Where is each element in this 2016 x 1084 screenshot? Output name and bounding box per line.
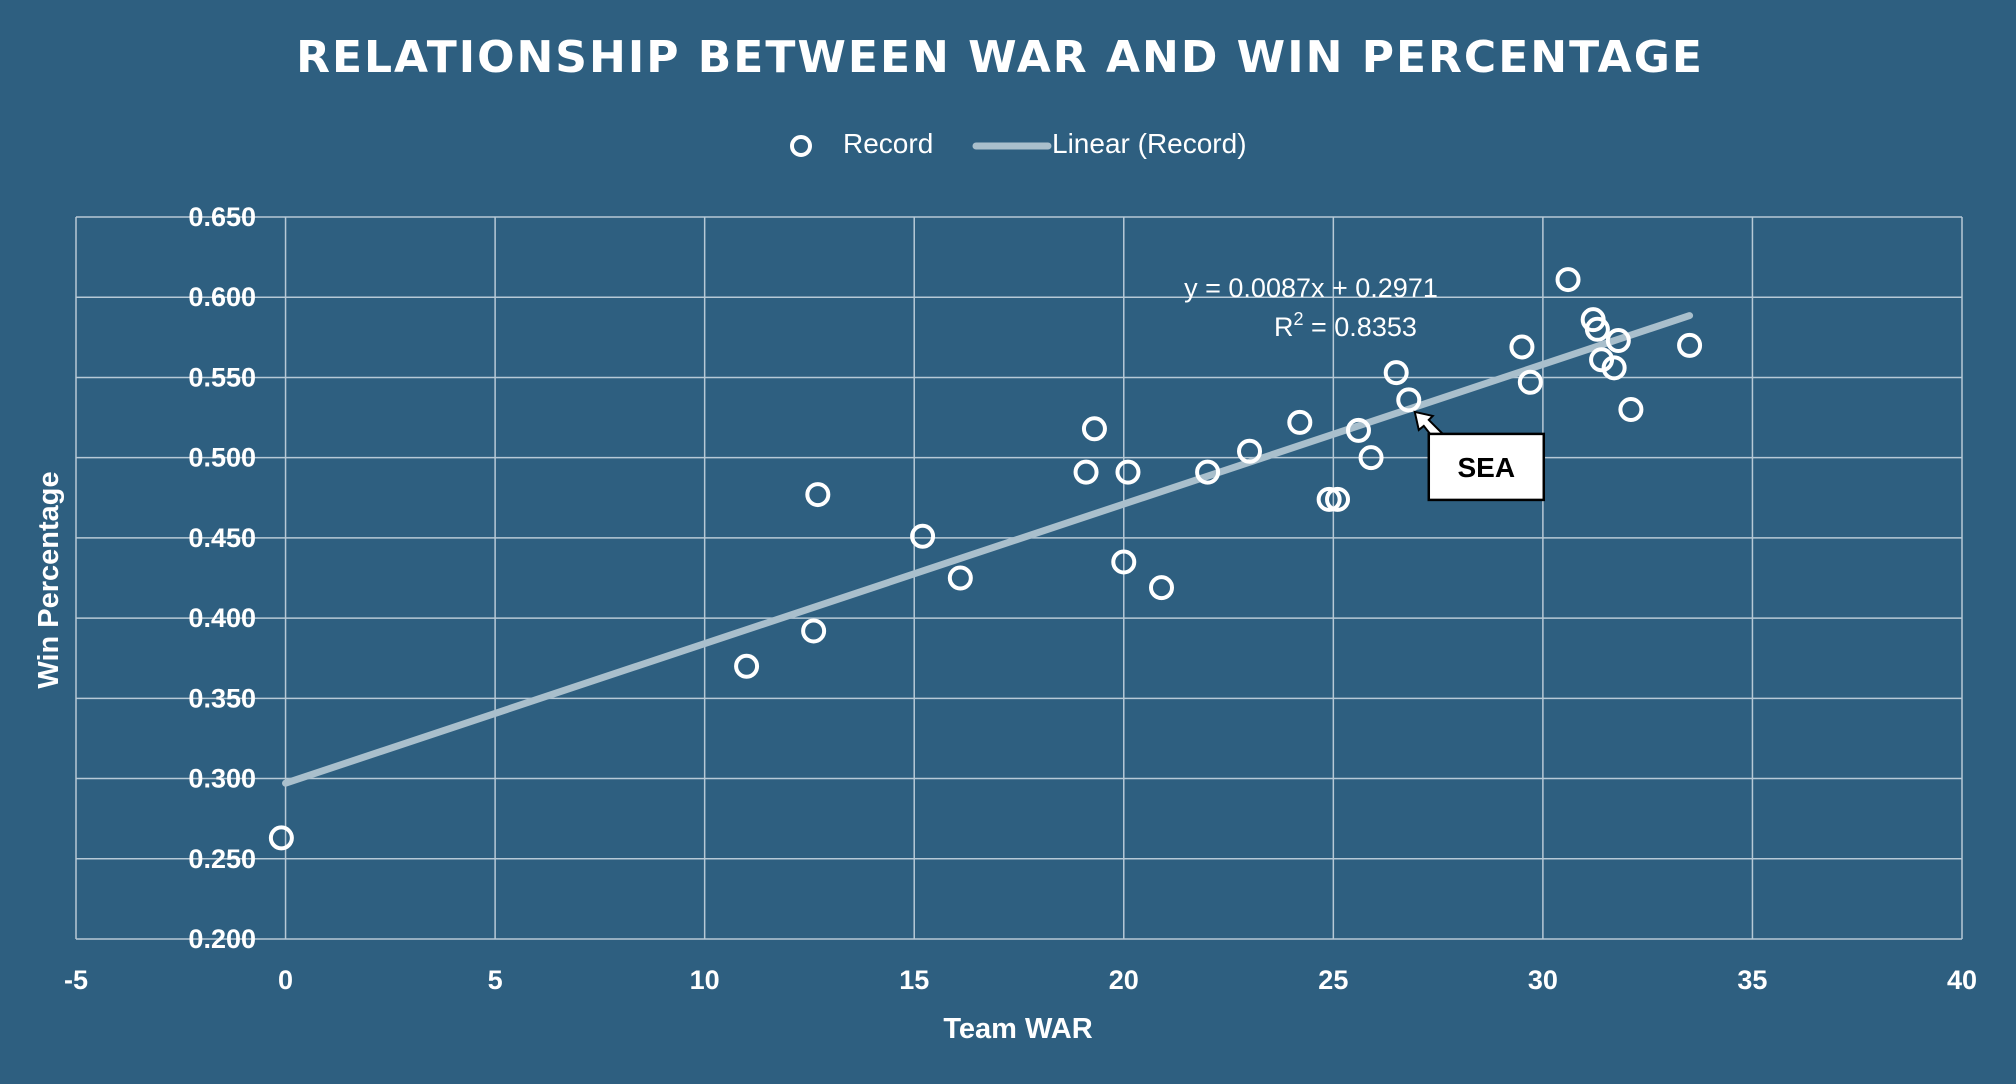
x-tick-label: 0 <box>278 965 293 995</box>
chart-title: RELATIONSHIP BETWEEN WAR AND WIN PERCENT… <box>296 32 1704 83</box>
x-tick-label: 40 <box>1947 965 1977 995</box>
legend-marker-record <box>790 135 812 157</box>
legend-label-record: Record <box>843 128 933 159</box>
data-point <box>1115 459 1141 485</box>
x-axis-tick-labels: -5 0 5 10 15 20 25 30 35 40 <box>64 965 1977 995</box>
x-axis-title: Team WAR <box>943 1013 1092 1045</box>
y-tick-label: 0.300 <box>188 764 256 794</box>
data-point <box>1584 316 1610 342</box>
data-point <box>1589 347 1615 373</box>
data-point <box>1383 360 1409 386</box>
data-point <box>805 482 831 508</box>
data-point <box>1605 328 1631 354</box>
data-point <box>1396 387 1422 413</box>
data-point <box>1287 409 1313 435</box>
data-point <box>1081 416 1107 442</box>
trendline-equation-text: y = 0.0087x + 0.2971 <box>1184 273 1438 303</box>
data-point <box>1517 369 1543 395</box>
y-tick-label: 0.250 <box>188 844 256 874</box>
y-tick-label: 0.350 <box>188 683 256 713</box>
data-point <box>1509 334 1535 360</box>
x-tick-label: 5 <box>488 965 503 995</box>
y-tick-label: 0.500 <box>188 443 256 473</box>
data-point <box>1237 438 1263 464</box>
data-point <box>268 825 294 851</box>
data-point <box>947 565 973 591</box>
trendline-equation: y = 0.0087x + 0.2971 R2 = 0.8353 <box>1184 273 1438 342</box>
x-tick-label: 15 <box>899 965 929 995</box>
data-point <box>1073 459 1099 485</box>
sea-callout: SEA <box>1413 410 1546 502</box>
y-tick-label: 0.650 <box>188 202 256 232</box>
x-tick-label: 30 <box>1528 965 1558 995</box>
y-tick-label: 0.600 <box>188 282 256 312</box>
r-squared-prefix: R <box>1274 312 1294 342</box>
r-squared-value: = 0.8353 <box>1304 312 1417 342</box>
callout-box <box>1427 432 1546 502</box>
legend-label-trendline: Linear (Record) <box>1052 128 1247 159</box>
data-point <box>801 618 827 644</box>
x-tick-label: 20 <box>1109 965 1139 995</box>
y-tick-label: 0.400 <box>188 603 256 633</box>
y-axis-tick-labels: 0.200 0.250 0.300 0.350 0.400 0.450 0.500 0.550… <box>188 202 256 954</box>
data-point <box>1555 267 1581 293</box>
linear-trendline <box>282 312 1694 787</box>
x-tick-label: 25 <box>1318 965 1348 995</box>
r-squared-text: R2 = 0.8353 <box>1274 309 1417 342</box>
callout-label-sea: SEA <box>1457 452 1515 483</box>
data-point <box>1677 332 1703 358</box>
y-tick-label: 0.450 <box>188 523 256 553</box>
data-points <box>268 267 1703 851</box>
data-point <box>1195 459 1221 485</box>
y-tick-label: 0.550 <box>188 362 256 392</box>
x-tick-label: 35 <box>1737 965 1767 995</box>
data-point <box>734 653 760 679</box>
x-tick-label: 10 <box>690 965 720 995</box>
data-point <box>1358 445 1384 471</box>
data-point <box>1111 549 1137 575</box>
r-squared-superscript: 2 <box>1294 309 1304 329</box>
legend: Record Linear (Record) <box>790 128 1247 159</box>
y-axis-title: Win Percentage <box>33 471 65 688</box>
y-tick-label: 0.200 <box>188 924 256 954</box>
data-point <box>1316 486 1342 512</box>
data-point <box>1618 397 1644 423</box>
data-point <box>1325 486 1351 512</box>
data-point <box>1345 417 1371 443</box>
data-point <box>910 523 936 549</box>
data-point <box>1148 575 1174 601</box>
data-point <box>1601 355 1627 381</box>
x-tick-label: -5 <box>64 965 88 995</box>
gridlines <box>75 216 1963 940</box>
